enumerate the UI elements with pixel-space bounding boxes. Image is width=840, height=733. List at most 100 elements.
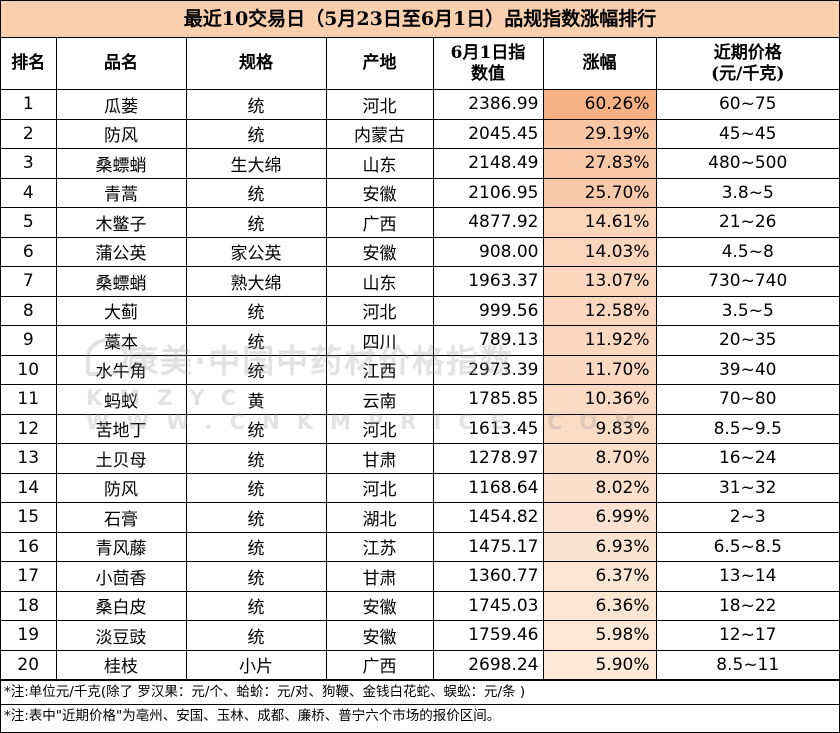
cell-name: 小茴香 [55, 561, 187, 592]
cell-price: 3.5~5 [655, 295, 839, 326]
header-price: 近期价格 (元/千克) [655, 38, 839, 90]
cell-rank: 17 [1, 561, 57, 592]
cell-price: 4.5~8 [655, 236, 839, 267]
cell-origin: 湖北 [325, 502, 434, 533]
cell-change: 5.98% [542, 620, 657, 651]
cell-index: 2148.49 [432, 148, 544, 179]
cell-index: 2106.95 [432, 177, 544, 208]
cell-change: 11.92% [542, 325, 657, 356]
table-row: 13 土贝母统甘肃 1278.97 8.70% 16~24 [1, 443, 839, 474]
cell-origin: 河北 [325, 295, 434, 326]
cell-spec: 统 [185, 89, 327, 120]
cell-price: 12~17 [655, 620, 839, 651]
table-row: 20 桂枝 小片 广西 2698.24 5.90% 8.5~11 [1, 649, 839, 680]
table-row: 2 防风统内蒙古 2045.45 29.19% 45~45 [1, 118, 839, 149]
cell-spec: 统 [185, 502, 327, 533]
header-index-line2: 数值 [471, 63, 505, 84]
notes: *注:单位元/千克(除了 罗汉果：元/个、蛤蚧：元/对、狗鞭、金钱白花蛇、蜈蚣：… [1, 680, 839, 728]
cell-origin: 甘肃 [325, 561, 434, 592]
cell-price: 13~14 [655, 561, 839, 592]
cell-change: 25.70% [542, 177, 657, 208]
cell-name: 蒲公英 [55, 236, 187, 267]
cell-spec: 统 [185, 620, 327, 651]
cell-origin: 广西 [325, 207, 434, 238]
cell-price: 21~26 [655, 207, 839, 238]
cell-name: 大蓟 [55, 295, 187, 326]
table-row: 8 大蓟统河北 999.56 12.58% 3.5~5 [1, 295, 839, 326]
cell-index: 1613.45 [432, 413, 544, 444]
table-row: 7 桑螵蛸 熟大绵 山东 1963.37 13.07% 730~740 [1, 266, 839, 297]
cell-spec: 生大绵 [185, 148, 327, 179]
cell-rank: 20 [1, 649, 57, 680]
header-rank: 排名 [1, 38, 57, 90]
cell-name: 土贝母 [55, 443, 187, 474]
cell-price: 60~75 [655, 89, 839, 120]
cell-price: 39~40 [655, 354, 839, 385]
cell-index: 1454.82 [432, 502, 544, 533]
table-row: 10 水牛角统江西 2973.39 11.70% 39~40 [1, 354, 839, 385]
cell-spec: 小片 [185, 649, 327, 680]
table-row: 1 瓜蒌统河北 2386.99 60.26% 60~75 [1, 89, 839, 120]
cell-change: 60.26% [542, 89, 657, 120]
header-price-line1: 近期价格 [713, 42, 782, 63]
table-row: 4 青蒿统安徽 2106.95 25.70% 3.8~5 [1, 177, 839, 208]
cell-origin: 安徽 [325, 177, 434, 208]
cell-price: 480~500 [655, 148, 839, 179]
cell-change: 10.36% [542, 384, 657, 415]
cell-name: 防风 [55, 472, 187, 503]
cell-rank: 8 [1, 295, 57, 326]
cell-origin: 河北 [325, 89, 434, 120]
cell-index: 1963.37 [432, 266, 544, 297]
table-row: 18 桑白皮统安徽 1745.03 6.36% 18~22 [1, 590, 839, 621]
cell-price: 6.5~8.5 [655, 531, 839, 562]
cell-name: 桑螵蛸 [55, 266, 187, 297]
cell-origin: 江苏 [325, 531, 434, 562]
cell-rank: 12 [1, 413, 57, 444]
header-price-line2: (元/千克) [711, 63, 785, 84]
cell-rank: 2 [1, 118, 57, 149]
cell-spec: 统 [185, 354, 327, 385]
cell-spec: 统 [185, 413, 327, 444]
cell-spec: 统 [185, 295, 327, 326]
cell-name: 木鳖子 [55, 207, 187, 238]
cell-price: 8.5~11 [655, 649, 839, 680]
cell-spec: 统 [185, 590, 327, 621]
cell-price: 3.8~5 [655, 177, 839, 208]
header-index-line1: 6月1日指 [450, 42, 526, 63]
cell-origin: 江西 [325, 354, 434, 385]
cell-index: 1745.03 [432, 590, 544, 621]
cell-spec: 统 [185, 531, 327, 562]
cell-origin: 云南 [325, 384, 434, 415]
cell-price: 730~740 [655, 266, 839, 297]
cell-name: 水牛角 [55, 354, 187, 385]
cell-spec: 统 [185, 118, 327, 149]
cell-rank: 16 [1, 531, 57, 562]
table-row: 17 小茴香统甘肃 1360.77 6.37% 13~14 [1, 561, 839, 592]
cell-change: 14.03% [542, 236, 657, 267]
cell-change: 6.37% [542, 561, 657, 592]
cell-spec: 统 [185, 325, 327, 356]
header-change: 涨幅 [542, 38, 657, 90]
cell-origin: 广西 [325, 649, 434, 680]
cell-spec: 家公英 [185, 236, 327, 267]
table-row: 16 青风藤统江苏 1475.17 6.93% 6.5~8.5 [1, 531, 839, 562]
cell-spec: 熟大绵 [185, 266, 327, 297]
table-row: 9 藁本统四川 789.13 11.92% 20~35 [1, 325, 839, 356]
cell-rank: 11 [1, 384, 57, 415]
cell-origin: 山东 [325, 266, 434, 297]
cell-change: 5.90% [542, 649, 657, 680]
cell-change: 29.19% [542, 118, 657, 149]
cell-spec: 统 [185, 207, 327, 238]
table-row: 11 蚂蚁黄云南 1785.85 10.36% 70~80 [1, 384, 839, 415]
cell-index: 1278.97 [432, 443, 544, 474]
table-row: 6 蒲公英 家公英 安徽 908.00 14.03% 4.5~8 [1, 236, 839, 267]
cell-change: 6.36% [542, 590, 657, 621]
cell-rank: 19 [1, 620, 57, 651]
cell-name: 石膏 [55, 502, 187, 533]
cell-rank: 15 [1, 502, 57, 533]
cell-change: 13.07% [542, 266, 657, 297]
cell-spec: 黄 [185, 384, 327, 415]
cell-name: 桑白皮 [55, 590, 187, 621]
cell-change: 12.58% [542, 295, 657, 326]
cell-price: 8.5~9.5 [655, 413, 839, 444]
